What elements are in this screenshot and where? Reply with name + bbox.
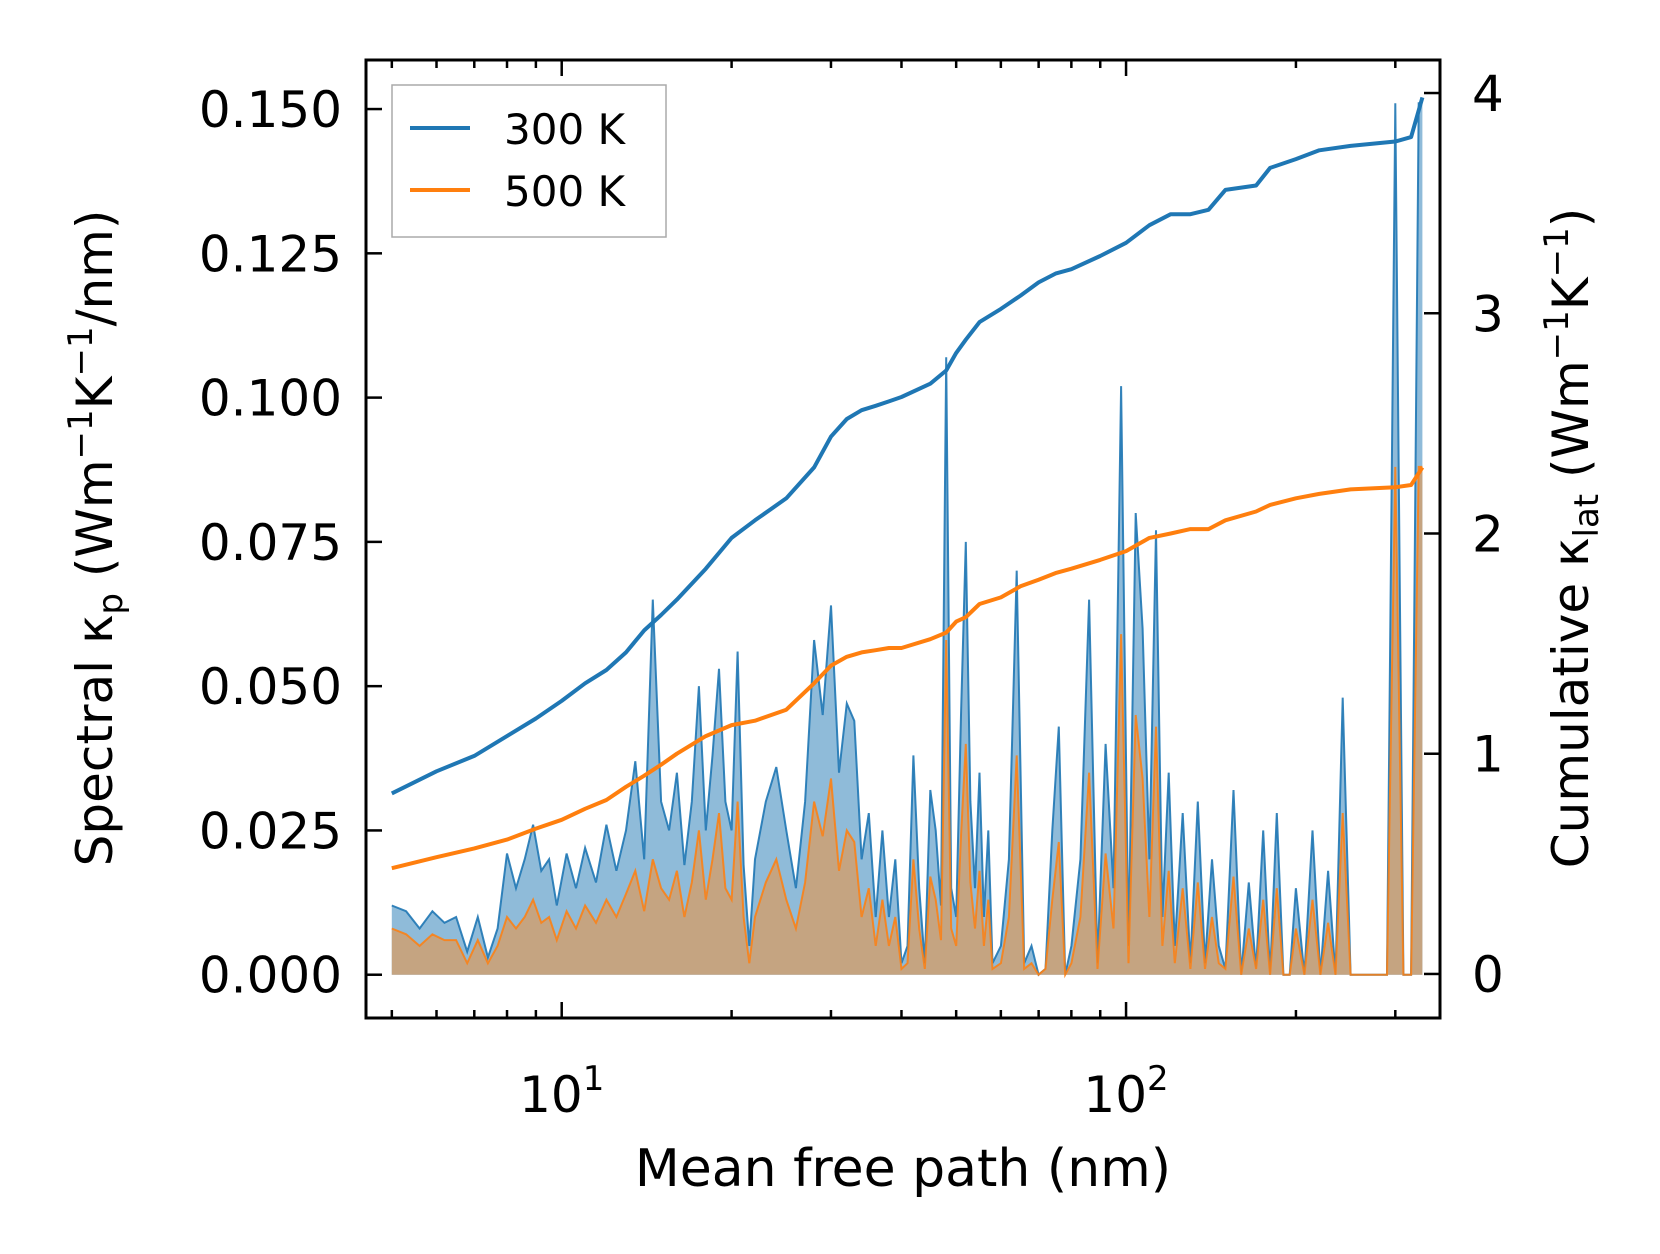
y-left-tick-label: 0.050 [199, 658, 342, 716]
plot-frame [364, 58, 1442, 1020]
y-right-axis-label: Cumulative κlat (Wm−1K−1) [1537, 208, 1607, 868]
spectral-300k-area [391, 103, 1423, 975]
y-right-tick-label: 4 [1472, 65, 1504, 123]
y-right-tick-label: 3 [1472, 285, 1504, 343]
y-right-tick-label: 0 [1472, 946, 1504, 1004]
y-right-tick-label: 1 [1472, 726, 1504, 784]
x-axis-label: Mean free path (nm) [635, 1139, 1171, 1199]
cumulative-layer [390, 96, 1425, 871]
spectral-300k-line [391, 102, 1423, 977]
spectral-layer [391, 102, 1423, 979]
legend-box [391, 84, 667, 238]
y-right-tick-label: 2 [1472, 505, 1504, 563]
ticks-layer: 101 1020.0000.0250.0500.0750.1000.1250.15… [199, 60, 1504, 1124]
y-left-tick-label: 0.150 [199, 81, 342, 139]
x-tick-label: 101 [519, 1059, 604, 1124]
cumulative-300k-line [390, 96, 1425, 796]
cumulative-500k-line [391, 466, 1425, 871]
legend-label-500k: 500 K [504, 167, 627, 216]
y-left-tick-label: 0.025 [199, 802, 342, 860]
y-left-tick-label: 0.100 [199, 370, 342, 428]
y-left-tick-label: 0.000 [199, 947, 342, 1005]
legend-label-300k: 300 K [504, 105, 627, 154]
legend: 300 K 500 K [391, 84, 667, 238]
y-left-axis-label: Spectral κp (Wm−1K−1/nm) [61, 210, 131, 867]
x-tick-label: 102 [1083, 1059, 1168, 1124]
spectral-500k-line [391, 465, 1423, 979]
y-left-tick-label: 0.125 [199, 225, 342, 283]
y-left-tick-label: 0.075 [199, 514, 342, 572]
